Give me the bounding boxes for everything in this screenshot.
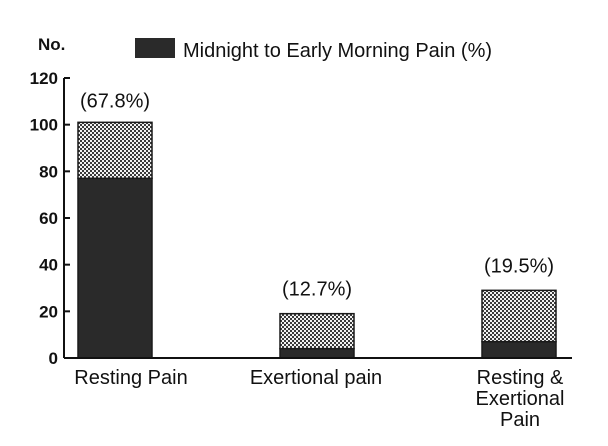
bars bbox=[77, 121, 557, 359]
bar-group bbox=[481, 289, 557, 359]
bar-group bbox=[279, 312, 355, 359]
y-tick-label: 100 bbox=[30, 116, 58, 135]
y-tick-label: 120 bbox=[30, 69, 58, 88]
y-axis-label: No. bbox=[38, 35, 65, 54]
legend-swatch bbox=[135, 38, 175, 58]
legend-label: Midnight to Early Morning Pain (%) bbox=[183, 40, 492, 62]
data-labels: (67.8%) (12.7%) (19.5%) bbox=[80, 90, 554, 300]
category-labels: Resting Pain Exertional pain Resting & Exer… bbox=[74, 367, 564, 431]
y-tick-label: 0 bbox=[49, 349, 58, 368]
percentage-label: (12.7%) bbox=[282, 279, 352, 301]
bar-segment-other bbox=[77, 121, 153, 180]
category-label: Resting Pain bbox=[74, 367, 187, 389]
y-tick-label: 80 bbox=[39, 162, 58, 181]
category-label-line: Resting & bbox=[477, 367, 564, 389]
bar-group bbox=[77, 121, 153, 359]
bar-segment-other bbox=[481, 289, 557, 343]
category-label-line: Resting Pain bbox=[74, 367, 187, 389]
category-label-line: Pain bbox=[500, 409, 540, 431]
percentage-label: (67.8%) bbox=[80, 90, 150, 112]
bar-segment-midnight bbox=[77, 177, 153, 359]
legend: Midnight to Early Morning Pain (%) bbox=[135, 38, 492, 62]
y-tick-label: 40 bbox=[39, 256, 58, 275]
category-label-line: Exertional bbox=[476, 388, 565, 410]
bar-segment-midnight bbox=[279, 347, 355, 359]
category-label: Exertional pain bbox=[250, 367, 382, 389]
bar-segment-midnight bbox=[481, 340, 557, 359]
y-tick-label: 20 bbox=[39, 302, 58, 321]
bar-segment-other bbox=[279, 312, 355, 350]
category-label: Resting & Exertional Pain bbox=[476, 367, 565, 431]
percentage-label: (19.5%) bbox=[484, 255, 554, 277]
category-label-line: Exertional pain bbox=[250, 367, 382, 389]
y-tick-label: 60 bbox=[39, 209, 58, 228]
